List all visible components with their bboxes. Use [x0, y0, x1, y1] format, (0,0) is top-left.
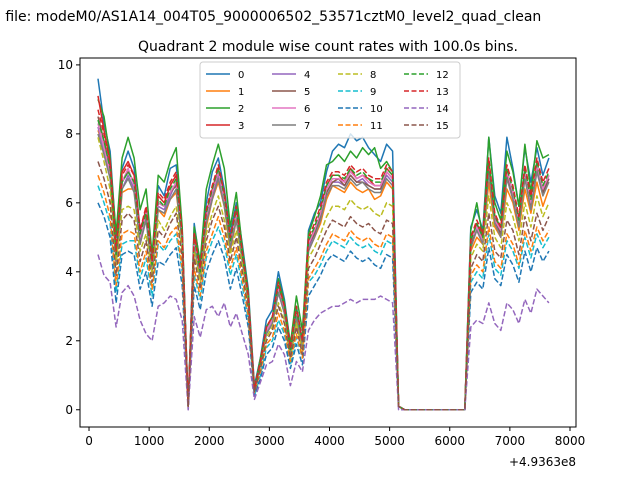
y-tick-label: 6: [65, 196, 73, 210]
y-tick-label: 8: [65, 127, 73, 141]
series-line-14: [97, 254, 550, 411]
legend-label-7: 7: [304, 121, 310, 132]
x-tick-label: 8000: [555, 434, 586, 448]
series-layer: [97, 78, 550, 411]
series-line-12: [97, 119, 550, 411]
series-line-13: [97, 109, 550, 411]
series-line-11: [97, 175, 550, 411]
legend-label-3: 3: [238, 121, 244, 132]
legend-label-0: 0: [238, 70, 244, 81]
plot-area-frame: [79, 57, 577, 428]
legend-box: [199, 61, 461, 139]
x-tick-label: 5000: [374, 434, 405, 448]
legend-label-8: 8: [370, 70, 376, 81]
x-axis-ticks: 0 1000 2000 3000 4000 5000 6000 7000 8000: [85, 427, 585, 448]
y-tick-label: 4: [65, 265, 73, 279]
legend-label-14: 14: [436, 104, 449, 115]
y-tick-label: 2: [65, 334, 73, 348]
x-axis-offset-label: +4.9363e8: [509, 455, 576, 469]
x-tick-label: 4000: [314, 434, 345, 448]
legend-label-15: 15: [436, 121, 449, 132]
x-tick-label: 1000: [134, 434, 165, 448]
y-axis-ticks: 0 2 4 6 8 10: [58, 58, 80, 417]
legend-label-5: 5: [304, 87, 310, 98]
legend-label-10: 10: [370, 104, 383, 115]
x-tick-label: 2000: [194, 434, 225, 448]
legend-label-6: 6: [304, 104, 310, 115]
legend-label-2: 2: [238, 104, 244, 115]
y-tick-label: 10: [58, 58, 73, 72]
legend-label-4: 4: [304, 70, 310, 81]
legend-label-12: 12: [436, 70, 449, 81]
series-line-10: [97, 202, 550, 411]
series-line-8: [97, 137, 550, 411]
y-tick-label: 0: [65, 403, 73, 417]
legend-label-13: 13: [436, 87, 449, 98]
legend-label-9: 9: [370, 87, 376, 98]
x-tick-label: 3000: [254, 434, 285, 448]
legend-label-11: 11: [370, 121, 383, 132]
x-tick-label: 7000: [495, 434, 526, 448]
legend-label-1: 1: [238, 87, 244, 98]
x-tick-label: 6000: [434, 434, 465, 448]
series-line-15: [97, 161, 550, 411]
chart-title: Quadrant 2 module wise count rates with …: [138, 39, 518, 55]
x-tick-label: 0: [85, 434, 93, 448]
figure-suptitle: n file: modeM0/AS1A14_004T05_9000006502_…: [0, 9, 541, 25]
